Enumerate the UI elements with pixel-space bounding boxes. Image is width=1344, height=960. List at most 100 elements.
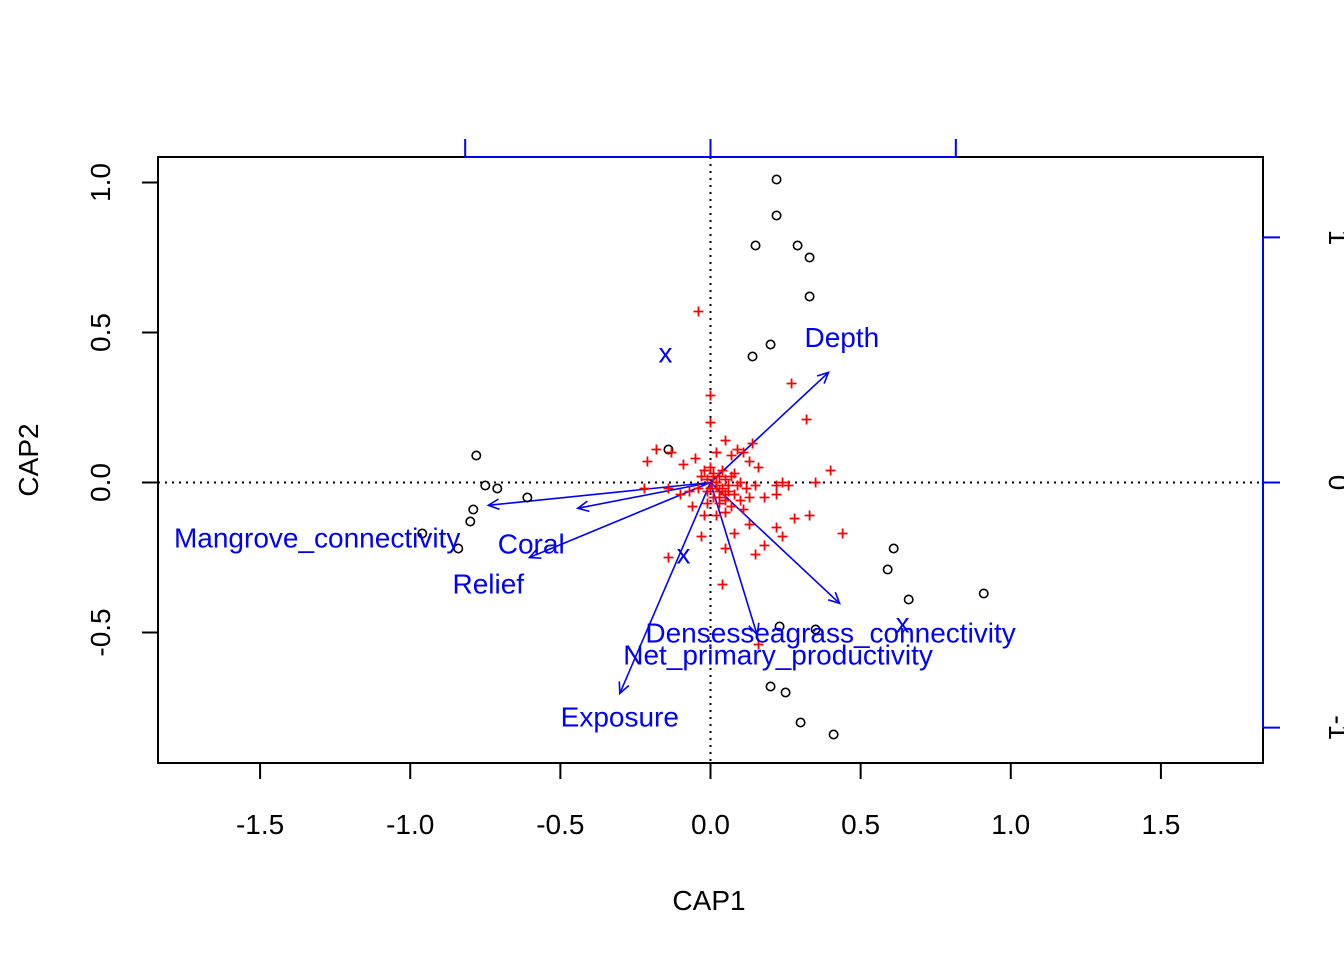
species-point [759,492,770,503]
centroid-point: x [896,608,910,639]
x-tick-label: 1.0 [991,809,1030,840]
biplot-arrow-label: Net_primary_productivity [623,640,933,671]
species-point [711,510,722,521]
right-tick-label: 0 [1323,475,1344,491]
species-point [663,552,674,563]
species-point [711,447,722,458]
x-tick-label: 0.5 [841,809,880,840]
x-tick-label: -1.0 [386,809,434,840]
x-axis-title: CAP1 [672,885,745,916]
y-tick-label: -0.5 [85,608,116,656]
y-tick-label: 0.5 [85,313,116,352]
species-point [666,447,677,458]
y-axis-title: CAP2 [13,423,44,496]
species-point [639,483,650,494]
biplot-arrow-labels: Depth Mangrove_connectivity Coral Relief Den… [174,322,1016,733]
biplot-arrow [619,482,712,694]
site-points [417,174,989,740]
site-point [468,504,479,515]
biplot-arrow-label: Densesseagrass_connectivity [645,617,1015,648]
species-point [687,501,698,512]
site-point [978,588,989,599]
species-point [759,540,770,551]
species-point [684,486,695,497]
biplot-arrow-head [618,681,630,696]
biplot-arrow-head [748,622,760,637]
species-point [702,498,713,509]
species-point [771,489,782,500]
site-point [795,717,806,728]
species-point [771,480,782,491]
species-point [705,417,716,428]
reference-lines [158,157,1263,763]
site-point [750,240,761,251]
site-point [522,492,533,503]
site-point [765,681,776,692]
biplot-arrow-label: Relief [453,569,525,600]
species-point [825,465,836,476]
axes: -1.5 -1.0 -0.5 0.0 0.5 1.0 1.5 -0.5 0.0 0.5 1.0 -1 0… [85,139,1344,840]
site-point [780,687,791,698]
species-point [837,528,848,539]
centroid-point: x [658,338,672,369]
species-point [786,378,797,389]
species-point [744,456,755,467]
site-point [663,444,674,455]
biplot-arrow-head [527,548,542,559]
species-point [804,510,815,521]
biplot-arrow-head [827,591,841,605]
species-point [720,543,731,554]
species-point [675,489,686,500]
biplot-arrow-label: Mangrove_connectivity [174,522,460,553]
site-point [417,528,428,539]
species-point [726,471,737,482]
site-point [792,240,803,251]
species-point [753,639,764,650]
species-point [699,510,710,521]
species-point [753,462,764,473]
x-tick-label: 0.0 [691,809,730,840]
biplot-arrow [709,482,758,635]
species-point [696,471,707,482]
species-point [729,528,740,539]
species-point [651,444,662,455]
species-points [639,306,848,650]
site-point [810,624,821,635]
centroid-points: x x x [658,338,909,639]
species-point [732,480,743,491]
species-point [690,453,701,464]
species-point [702,474,713,485]
species-point [747,438,758,449]
species-point [699,465,710,476]
site-point [774,621,785,632]
species-point [783,480,794,491]
site-point [480,480,491,491]
species-point [741,483,752,494]
site-point [747,351,758,362]
y-tick-label: 1.0 [85,163,116,202]
species-point [720,435,731,446]
site-point [888,543,899,554]
site-point [771,210,782,221]
species-point [711,477,722,488]
site-point [453,543,464,554]
species-point [744,519,755,530]
species-point [696,531,707,542]
site-point [765,339,776,350]
species-point [678,459,689,470]
species-point [720,507,731,518]
species-point [705,462,716,473]
species-point [735,495,746,506]
species-point [777,477,788,488]
species-point [720,489,731,500]
x-tick-label: -1.5 [236,809,284,840]
species-point [777,531,788,542]
y-tick-label: 0.0 [85,463,116,502]
species-point [723,480,734,491]
site-point [882,564,893,575]
x-tick-label: 1.5 [1141,809,1180,840]
site-point [804,291,815,302]
species-point [738,447,749,458]
